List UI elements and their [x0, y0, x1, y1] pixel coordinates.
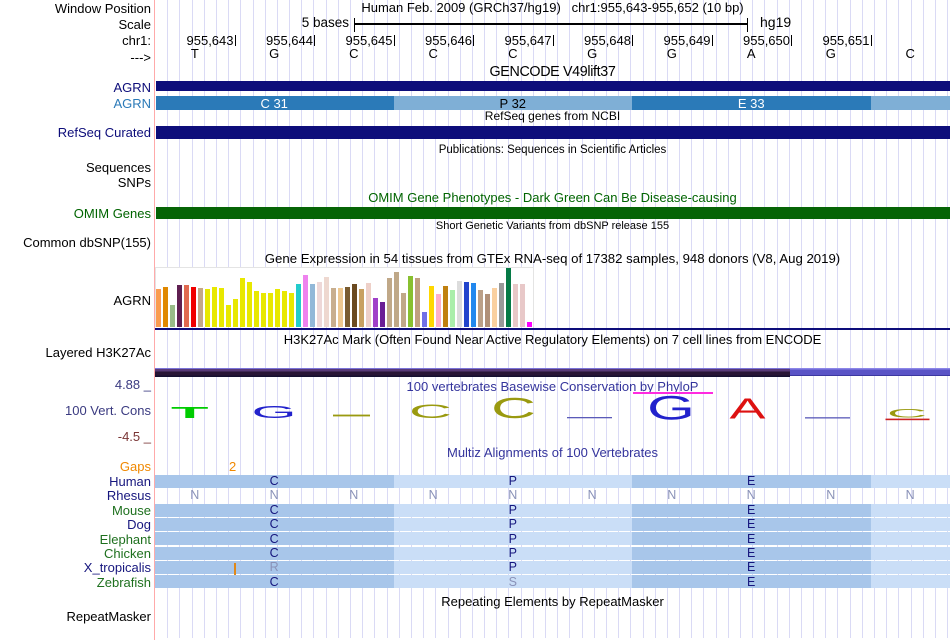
svg-text:A: A — [730, 394, 767, 426]
svg-text:C: C — [887, 409, 927, 421]
svg-text:G: G — [252, 402, 297, 422]
svg-text:C: C — [409, 402, 452, 423]
svg-text:G: G — [647, 390, 695, 428]
svg-text:C: C — [491, 393, 536, 425]
svg-text:T: T — [171, 405, 209, 422]
